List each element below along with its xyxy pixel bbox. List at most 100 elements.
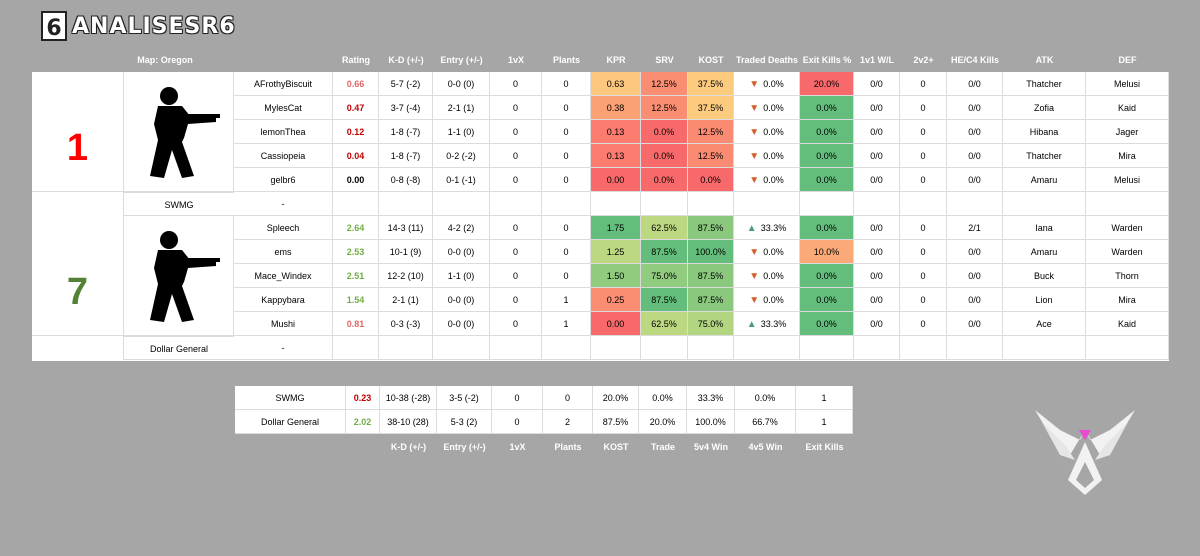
arrow-down-icon: ▼ bbox=[749, 271, 760, 282]
arrow-down-icon: ▼ bbox=[749, 247, 760, 258]
col-header: 1vX bbox=[507, 55, 524, 65]
cell-twov2: 0 bbox=[900, 264, 947, 288]
col-header: Exit Kills % bbox=[802, 55, 852, 65]
cell-traded: ▼ 0.0% bbox=[734, 264, 800, 288]
cell-exit: 0.0% bbox=[800, 120, 854, 144]
cell-atk: Hibana bbox=[1003, 120, 1086, 144]
col-header: SRV bbox=[655, 55, 674, 65]
player-row: ems 2.53 10-1 (9) 0-0 (0) 0 0 1.25 87.5% 100.0% ▼… bbox=[32, 240, 1169, 264]
cell-hec4: 0/0 bbox=[947, 72, 1003, 96]
cell-kpr: 1.75 bbox=[591, 216, 641, 240]
summary-cell-w4v5: 0.0% bbox=[735, 386, 796, 410]
summary-cell-onevx: 0 bbox=[492, 410, 543, 434]
cell-plants: 0 bbox=[542, 216, 591, 240]
cell-onevx: 0 bbox=[490, 72, 542, 96]
cell-entry: 0-0 (0) bbox=[433, 288, 490, 312]
cell-name: Cassiopeia bbox=[234, 144, 333, 168]
empty-cell bbox=[1003, 336, 1086, 360]
cell-kost: 75.0% bbox=[688, 312, 734, 336]
summary-cell-onevx: 0 bbox=[492, 386, 543, 410]
cell-exit: 0.0% bbox=[800, 96, 854, 120]
summary-col-header: Entry (+/-) bbox=[443, 442, 486, 452]
cell-kost: 12.5% bbox=[688, 144, 734, 168]
player-row: Kappybara 1.54 2-1 (1) 0-0 (0) 0 1 0.25 87.5% 87… bbox=[32, 288, 1169, 312]
cell-exit: 0.0% bbox=[800, 288, 854, 312]
empty-cell bbox=[688, 192, 734, 216]
summary-col-header: Plants bbox=[554, 442, 582, 452]
cell-traded: ▼ 0.0% bbox=[734, 96, 800, 120]
cell-hec4: 0/0 bbox=[947, 240, 1003, 264]
summary-cell-trade: 0.0% bbox=[639, 386, 687, 410]
col-header: 1v1 W/L bbox=[859, 55, 894, 65]
cell-def: Mira bbox=[1086, 288, 1169, 312]
cell-onevx: 0 bbox=[490, 240, 542, 264]
cell-srv: 87.5% bbox=[641, 240, 688, 264]
cell-def: Mira bbox=[1086, 144, 1169, 168]
cell-plants: 1 bbox=[542, 288, 591, 312]
player-row: gelbr6 0.00 0-8 (-8) 0-1 (-1) 0 0 0.00 0.0% 0.0%… bbox=[32, 168, 1169, 192]
cell-atk: Amaru bbox=[1003, 168, 1086, 192]
cell-twov2: 0 bbox=[900, 168, 947, 192]
cell-name: ems bbox=[234, 240, 333, 264]
cell-kpr: 0.00 bbox=[591, 312, 641, 336]
col-header: HE/C4 Kills bbox=[950, 55, 999, 65]
cell-rating: 2.53 bbox=[333, 240, 379, 264]
cell-srv: 0.0% bbox=[641, 120, 688, 144]
arrow-up-icon: ▲ bbox=[746, 319, 757, 330]
summary-col-header: Trade bbox=[650, 442, 675, 452]
summary-cell-kd: 38-10 (28) bbox=[380, 410, 437, 434]
arrow-down-icon: ▼ bbox=[749, 151, 760, 162]
cell-entry: 0-0 (0) bbox=[433, 240, 490, 264]
arrow-down-icon: ▼ bbox=[749, 79, 760, 90]
empty-cell bbox=[641, 336, 688, 360]
cell-onev1: 0/0 bbox=[854, 312, 900, 336]
cell-onevx: 0 bbox=[490, 168, 542, 192]
cell-kost: 100.0% bbox=[688, 240, 734, 264]
cell-kd: 1-8 (-7) bbox=[379, 120, 433, 144]
cell-srv: 0.0% bbox=[641, 168, 688, 192]
cell-plants: 0 bbox=[542, 144, 591, 168]
cell-kost: 87.5% bbox=[688, 288, 734, 312]
col-header: KPR bbox=[606, 55, 626, 65]
cell-onev1: 0/0 bbox=[854, 120, 900, 144]
summary-col-header: Exit Kills bbox=[805, 442, 844, 452]
cell-name: AFrothyBiscuit bbox=[234, 72, 333, 96]
cell-name: gelbr6 bbox=[234, 168, 333, 192]
summary-cell-w5v4: 100.0% bbox=[687, 410, 735, 434]
summary-cell-trade: 20.0% bbox=[639, 410, 687, 434]
cell-kpr: 0.63 bbox=[591, 72, 641, 96]
cell-srv: 62.5% bbox=[641, 216, 688, 240]
cell-onevx: 0 bbox=[490, 96, 542, 120]
cell-kpr: 0.13 bbox=[591, 144, 641, 168]
cell-kd: 0-3 (-3) bbox=[379, 312, 433, 336]
summary-cell-exitk: 1 bbox=[796, 386, 853, 410]
cell-kd: 1-8 (-7) bbox=[379, 144, 433, 168]
cell-entry: 0-1 (-1) bbox=[433, 168, 490, 192]
cell-kpr: 0.38 bbox=[591, 96, 641, 120]
cell-entry: 1-1 (0) bbox=[433, 120, 490, 144]
cell-atk: Lion bbox=[1003, 288, 1086, 312]
summary-col-header: K-D (+/-) bbox=[390, 442, 427, 452]
empty-cell bbox=[1003, 192, 1086, 216]
cell-entry: 2-1 (1) bbox=[433, 96, 490, 120]
cell-traded: ▼ 0.0% bbox=[734, 240, 800, 264]
cell-traded: ▲ 33.3% bbox=[734, 312, 800, 336]
cell-srv: 12.5% bbox=[641, 96, 688, 120]
col-header: K-D (+/-) bbox=[388, 55, 424, 65]
empty-cell bbox=[800, 336, 854, 360]
empty-cell bbox=[900, 192, 947, 216]
cell-atk: Buck bbox=[1003, 264, 1086, 288]
col-header: Rating bbox=[342, 55, 370, 65]
cell-entry: 0-0 (0) bbox=[433, 72, 490, 96]
team-placeholder: - bbox=[234, 192, 333, 216]
cell-rating: 2.51 bbox=[333, 264, 379, 288]
cell-onevx: 0 bbox=[490, 312, 542, 336]
cell-onevx: 0 bbox=[490, 216, 542, 240]
arrow-down-icon: ▼ bbox=[749, 103, 760, 114]
col-header: Entry (+/-) bbox=[440, 55, 483, 65]
cell-traded: ▼ 0.0% bbox=[734, 144, 800, 168]
cell-srv: 87.5% bbox=[641, 288, 688, 312]
team-name: SWMG bbox=[124, 192, 234, 216]
col-header: Traded Deaths bbox=[735, 55, 799, 65]
cell-kost: 87.5% bbox=[688, 216, 734, 240]
